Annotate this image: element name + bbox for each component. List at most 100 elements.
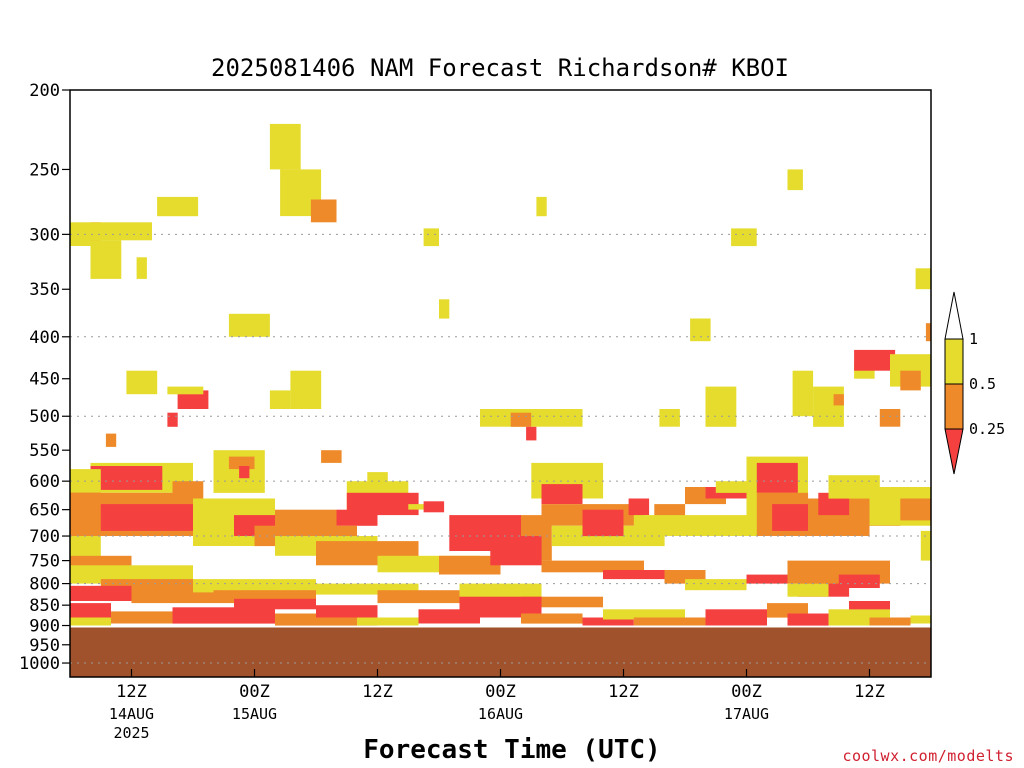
ri-cell [510,412,532,427]
ri-cell [541,560,644,573]
ri-cell [787,583,829,597]
y-tick-label: 450 [29,370,60,390]
y-tick-label: 800 [29,575,60,595]
ri-cell [910,615,931,624]
y-tick-label: 1000 [19,654,60,674]
ri-cell [423,228,439,247]
ri-cell [633,617,706,626]
x-tick-time: 00Z [485,682,516,702]
ri-cell [70,585,132,601]
ri-cell [70,617,111,626]
y-tick-label: 400 [29,328,60,348]
ri-cell [269,123,301,170]
ri-cell [900,370,921,391]
ri-cell [787,613,829,626]
ri-cell [838,574,880,588]
ri-cell [290,370,322,409]
site-credit: coolwx.com/modelts [842,747,1014,765]
x-tick-date: 14AUG [109,705,154,723]
ri-cell [316,583,419,595]
ri-cell [705,386,737,427]
ri-cell [310,199,337,223]
ri-cell [316,605,378,618]
ri-cell [105,433,117,447]
ri-cell [833,394,844,406]
x-tick-time: 00Z [239,682,270,702]
y-tick-label: 350 [29,280,60,300]
ri-cell [705,609,767,626]
ri-cell [459,583,542,601]
x-tick-time: 12Z [362,682,393,702]
ri-cell [136,257,147,279]
y-tick-label: 700 [29,527,60,547]
ri-cell [269,390,291,409]
x-tick-date: 17AUG [724,705,769,723]
ri-cell [920,530,932,561]
legend-swatch [944,338,964,385]
ri-cell [167,412,178,427]
x-tick-year: 2025 [113,724,149,742]
ri-cell [756,462,798,493]
y-tick-label: 550 [29,441,60,461]
legend-label: 0.25 [969,420,1005,438]
richardson-field [70,123,932,626]
legend: 1 0.5 0.25 [944,291,1005,475]
ri-cell [603,570,665,580]
y-tick-label: 250 [29,160,60,180]
ri-cell [480,409,583,427]
y-tick-label: 300 [29,225,60,245]
ri-cell [787,169,803,191]
x-tick-date: 15AUG [232,705,277,723]
ri-cell [541,484,583,505]
y-tick-label: 650 [29,501,60,521]
ri-cell [915,268,931,290]
ri-cell [228,456,255,470]
ri-cell [521,596,603,608]
ri-cell [526,426,537,441]
x-tick-time: 12Z [116,682,147,702]
y-tick-label: 600 [29,472,60,492]
ri-cell [490,536,542,566]
ri-cell [126,370,158,395]
ri-cell [854,349,896,371]
ground-below-surface [70,627,931,677]
ri-cell [685,579,747,591]
ri-cell [90,240,122,279]
x-tick-time: 12Z [608,682,639,702]
legend-swatch [944,383,964,430]
y-tick-label: 900 [29,617,60,637]
ri-cell [813,386,844,427]
ri-cell [715,481,768,493]
ri-cell [346,492,419,516]
ri-cell [690,318,711,342]
ri-cell [172,607,275,624]
x-axis-label: Forecast Time (UTC) [363,735,660,765]
y-tick-label: 850 [29,596,60,616]
x-tick-time: 00Z [731,682,762,702]
ri-cell [357,617,419,626]
ri-cell [131,590,214,604]
ri-cell [582,617,634,626]
ri-cell [157,196,199,217]
ri-cell [536,196,547,217]
ri-cell [90,466,163,490]
ri-cell [167,386,204,395]
ri-cell [879,409,901,427]
ri-cell [633,515,768,536]
ri-cell [193,579,316,593]
ri-cell [746,574,788,584]
ri-cell [70,222,91,246]
y-tick-label: 200 [29,81,60,101]
ri-cell [70,565,193,584]
ri-cell [423,501,445,513]
ri-cell [792,370,814,417]
ri-cell [439,555,501,575]
ri-cell [177,390,209,409]
ri-cell [90,222,152,241]
y-tick-label: 950 [29,636,60,656]
y-axis: 200 250 300 350 400 450 500 550 600 650 700 750 8008… [19,81,70,674]
x-tick-time: 12Z [854,682,885,702]
legend-swatch-bottom [944,428,964,475]
